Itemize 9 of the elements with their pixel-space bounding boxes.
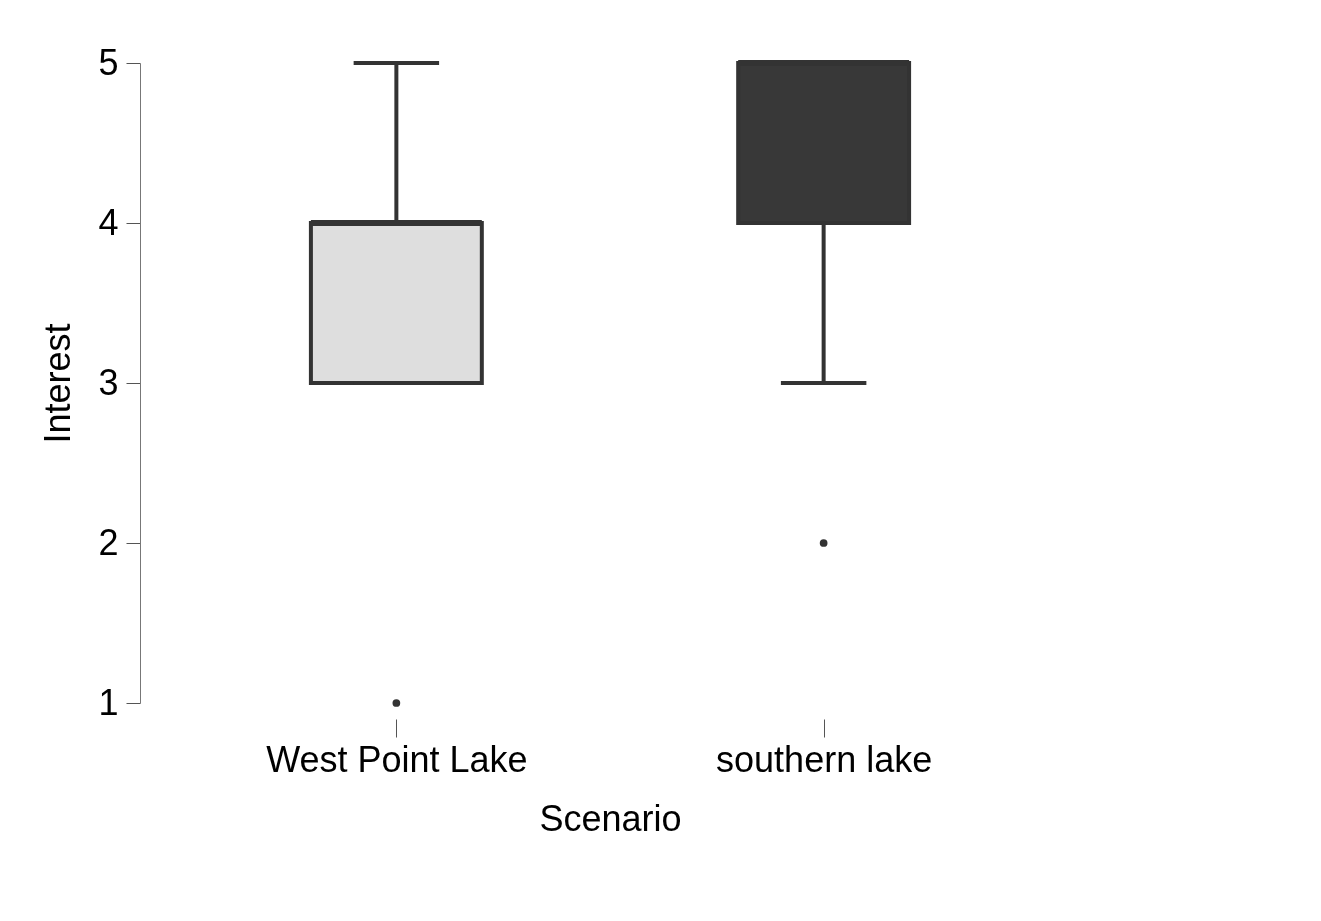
y-tick-label: 3	[98, 361, 119, 403]
x-tick-label: southern lake	[716, 738, 933, 780]
y-axis-title: Interest	[37, 323, 79, 444]
x-tick-label: West Point Lake	[266, 738, 528, 780]
y-tick-label: 2	[98, 521, 119, 563]
x-axis-title: Scenario	[539, 797, 682, 839]
y-tick-label: 5	[98, 41, 119, 83]
y-tick-label: 4	[98, 201, 119, 243]
y-tick-label: 1	[98, 681, 119, 723]
